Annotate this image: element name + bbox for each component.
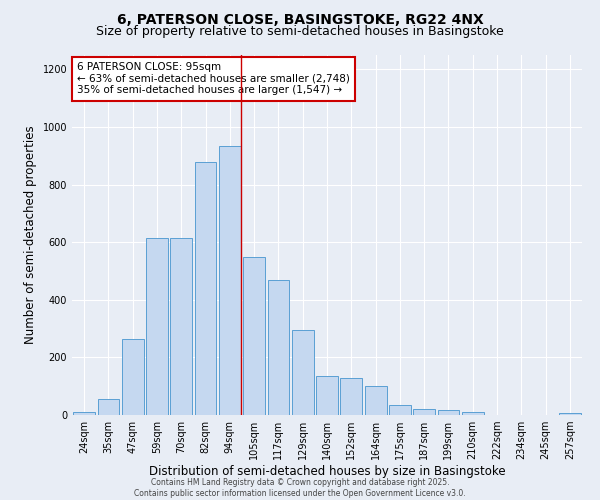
Text: Contains HM Land Registry data © Crown copyright and database right 2025.
Contai: Contains HM Land Registry data © Crown c… bbox=[134, 478, 466, 498]
Bar bbox=[194, 162, 217, 415]
Bar bbox=[316, 376, 338, 415]
X-axis label: Distribution of semi-detached houses by size in Basingstoke: Distribution of semi-detached houses by … bbox=[149, 465, 505, 478]
Text: Size of property relative to semi-detached houses in Basingstoke: Size of property relative to semi-detach… bbox=[96, 25, 504, 38]
Bar bbox=[170, 238, 192, 415]
Bar bbox=[437, 410, 460, 415]
Text: 6 PATERSON CLOSE: 95sqm
← 63% of semi-detached houses are smaller (2,748)
35% of: 6 PATERSON CLOSE: 95sqm ← 63% of semi-de… bbox=[77, 62, 350, 96]
Bar bbox=[146, 238, 168, 415]
Bar bbox=[268, 280, 289, 415]
Bar bbox=[219, 146, 241, 415]
Bar bbox=[462, 412, 484, 415]
Bar bbox=[73, 412, 95, 415]
Bar bbox=[413, 408, 435, 415]
Bar bbox=[365, 386, 386, 415]
Text: 6, PATERSON CLOSE, BASINGSTOKE, RG22 4NX: 6, PATERSON CLOSE, BASINGSTOKE, RG22 4NX bbox=[116, 12, 484, 26]
Bar bbox=[340, 378, 362, 415]
Bar bbox=[559, 412, 581, 415]
Bar bbox=[292, 330, 314, 415]
Bar bbox=[243, 256, 265, 415]
Bar bbox=[122, 338, 143, 415]
Bar bbox=[97, 399, 119, 415]
Bar bbox=[389, 405, 411, 415]
Y-axis label: Number of semi-detached properties: Number of semi-detached properties bbox=[24, 126, 37, 344]
